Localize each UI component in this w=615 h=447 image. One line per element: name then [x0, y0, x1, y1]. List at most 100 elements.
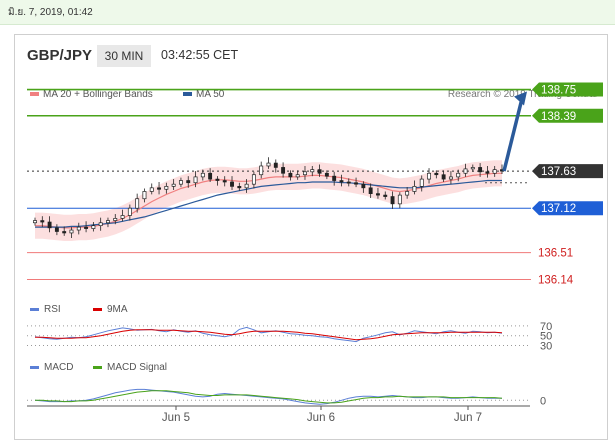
- candle-body-55: [434, 172, 439, 176]
- candle-42: [339, 174, 344, 187]
- timestamp: มิ.ย. 7, 2019, 01:42: [8, 7, 93, 18]
- candle-30: [251, 171, 256, 189]
- candle-body-31: [259, 165, 264, 176]
- rsi-legend-label: RSI: [44, 304, 61, 315]
- macd-tick-0: 0: [540, 395, 546, 407]
- candle-body-17: [157, 187, 161, 190]
- legend-label-0: MA 20 + Bollinger Bands: [43, 89, 153, 100]
- candle-27: [230, 176, 234, 191]
- macd-signal-line: [35, 390, 503, 404]
- candle-body-22: [193, 176, 198, 184]
- candle-body-23: [200, 172, 205, 178]
- level-label-4: 136.51: [538, 248, 573, 260]
- timeframe-badge[interactable]: 30 MIN: [97, 45, 151, 67]
- candle-body-3: [54, 227, 59, 232]
- rsi-ma-legend-label: 9MA: [107, 304, 128, 315]
- macd-signal-legend-label: MACD Signal: [107, 362, 167, 373]
- rsi-legend-swatch: [30, 308, 39, 311]
- candle-26: [222, 176, 227, 187]
- candle-3: [54, 224, 59, 236]
- candle-body-24: [208, 172, 213, 180]
- candle-body-39: [317, 169, 322, 174]
- candle-29: [244, 179, 249, 193]
- candle-13: [127, 204, 132, 221]
- level-tag-shape-2: [532, 164, 603, 179]
- candle-33: [273, 159, 278, 173]
- candle-body-53: [419, 178, 424, 187]
- candle-5: [69, 227, 74, 239]
- candle-63: [492, 165, 497, 177]
- candle-61: [478, 163, 483, 177]
- candle-body-20: [178, 180, 183, 185]
- candle-body-10: [106, 220, 110, 224]
- candle-31: [259, 161, 264, 179]
- rsi-tick-2: 30: [540, 341, 552, 353]
- candle-body-33: [273, 162, 278, 168]
- candle-body-32: [266, 162, 271, 167]
- candle-body-15: [142, 191, 147, 200]
- candle-45: [361, 181, 366, 193]
- candle-51: [405, 187, 410, 199]
- forecast-arrow-shaft: [502, 98, 524, 172]
- candle-body-40: [324, 172, 329, 177]
- x-tick-label-2: Jun 7: [454, 412, 482, 424]
- candle-17: [157, 181, 161, 195]
- candle-body-13: [127, 207, 132, 216]
- candle-body-11: [113, 218, 118, 221]
- chart-time: 03:42:55 CET: [161, 48, 239, 62]
- candle-body-47: [376, 193, 380, 196]
- level-tag-0: 138.75: [532, 82, 603, 97]
- legend-label-1: MA 50: [196, 89, 225, 100]
- candle-body-60: [470, 167, 475, 170]
- candle-54: [427, 168, 431, 184]
- candle-10: [106, 217, 110, 228]
- candle-20: [178, 177, 183, 188]
- candle-48: [383, 191, 388, 200]
- candle-50: [397, 192, 402, 209]
- level-label-0: 138.75: [541, 85, 576, 97]
- candle-14: [135, 193, 140, 213]
- candle-62: [485, 165, 490, 178]
- candle-34: [281, 162, 286, 178]
- legend-swatch-1: [183, 92, 192, 96]
- level-label-2: 137.63: [541, 166, 576, 178]
- candle-body-7: [84, 226, 89, 229]
- candle-body-46: [368, 187, 373, 194]
- candle-body-6: [76, 226, 81, 231]
- bollinger-band-area: [35, 160, 502, 241]
- candle-body-1: [40, 220, 45, 223]
- candle-56: [441, 170, 446, 182]
- candle-body-38: [310, 169, 315, 173]
- candle-39: [317, 164, 322, 177]
- rsi-ma-legend-swatch: [93, 308, 102, 311]
- macd-legend-label: MACD: [44, 362, 73, 373]
- candle-49: [390, 191, 395, 209]
- candle-37: [303, 165, 307, 180]
- legend-swatch-0: [30, 92, 39, 96]
- candle-7: [84, 221, 89, 233]
- candle-body-43: [346, 181, 351, 184]
- pair-title: GBP/JPY: [27, 47, 93, 64]
- candle-43: [346, 178, 351, 187]
- level-tag-shape-1: [532, 108, 603, 123]
- macd-legend-swatch: [30, 366, 39, 369]
- candle-body-52: [412, 186, 417, 192]
- candle-body-19: [171, 183, 176, 187]
- candle-body-59: [463, 168, 468, 174]
- candle-16: [149, 183, 154, 195]
- candle-44: [354, 177, 359, 188]
- candle-body-56: [441, 174, 446, 180]
- candle-body-16: [149, 187, 154, 192]
- rsi-tick-1: 50: [540, 331, 552, 343]
- candle-40: [324, 170, 329, 180]
- candle-body-4: [62, 231, 67, 234]
- candle-57: [448, 171, 453, 185]
- macd-signal-legend-swatch: [93, 366, 102, 369]
- candle-58: [456, 169, 461, 182]
- candle-38: [310, 165, 315, 177]
- candle-body-44: [354, 182, 359, 185]
- candle-52: [412, 180, 417, 195]
- candle-11: [113, 214, 118, 225]
- level-tag-3: 137.12: [532, 201, 603, 216]
- candle-body-2: [47, 221, 52, 229]
